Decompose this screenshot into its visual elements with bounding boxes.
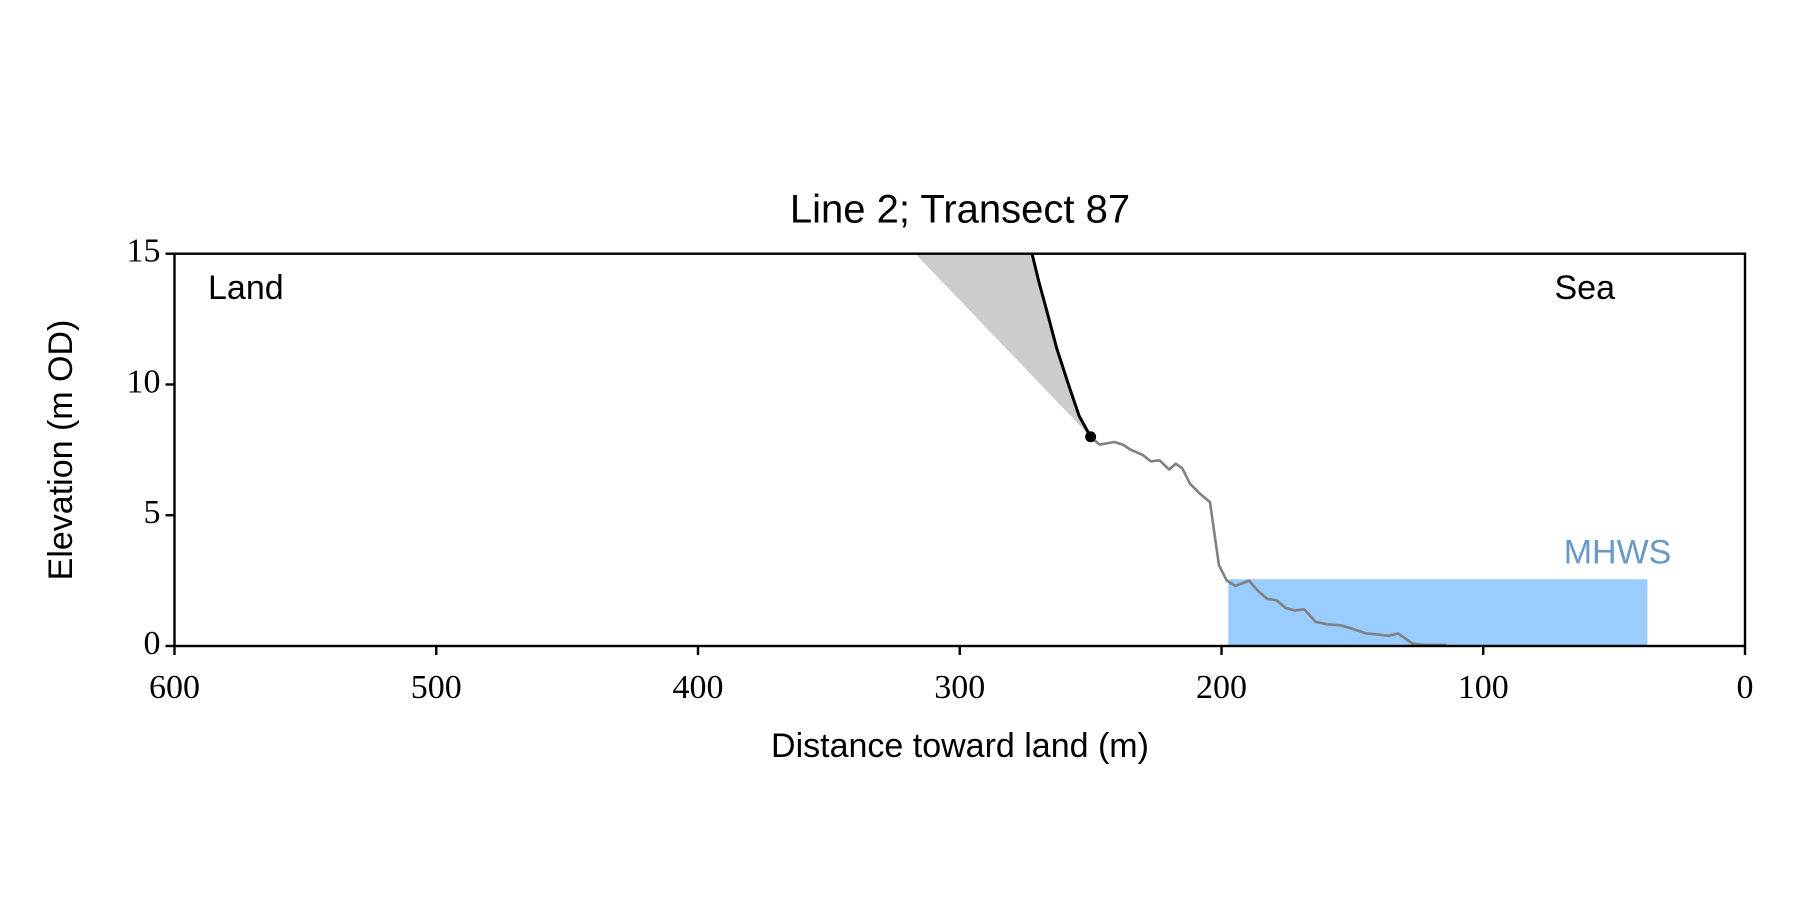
line — [1089, 436, 1447, 647]
x-tick-label: 500 — [411, 669, 462, 706]
annotation: Sea — [1555, 269, 1616, 307]
x-axis-label: Distance toward land (m) — [771, 727, 1149, 765]
point — [1085, 431, 1097, 443]
x-tick-label: 100 — [1458, 669, 1509, 706]
y-tick-label: 15 — [127, 232, 161, 269]
x-tick-label: 200 — [1196, 669, 1247, 706]
area — [1228, 579, 1648, 646]
y-tick-label: 0 — [144, 625, 161, 662]
shaded-region — [915, 253, 1091, 437]
x-tick-label: 600 — [149, 669, 200, 706]
annotation: Land — [208, 269, 284, 307]
series-label: MHWS — [1564, 533, 1672, 571]
line — [1030, 253, 1092, 438]
x-tick-label: 400 — [673, 669, 724, 706]
y-axis-label: Elevation (m OD) — [42, 320, 80, 581]
y-tick-label: 10 — [127, 363, 161, 400]
x-tick-label: 0 — [1737, 669, 1754, 706]
y-tick-label: 5 — [144, 494, 161, 531]
chart-title: Line 2; Transect 87 — [790, 188, 1130, 232]
x-tick-label: 300 — [934, 669, 985, 706]
